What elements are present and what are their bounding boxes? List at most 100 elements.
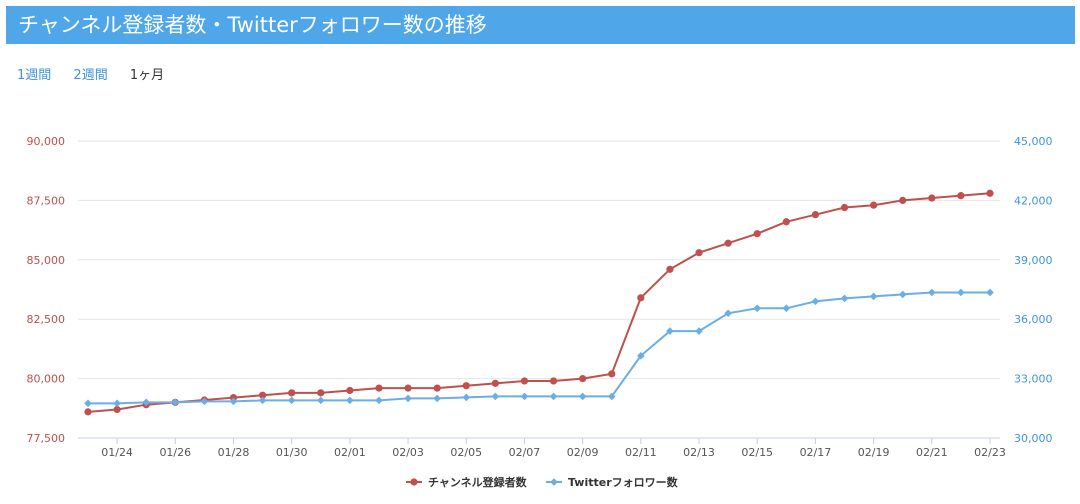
series-1-point: [549, 377, 558, 385]
series-2-point: [258, 396, 267, 405]
series-1-point: [317, 389, 325, 397]
series-2-point: [957, 288, 965, 297]
series-2-point: [491, 392, 500, 401]
series-2-point: [113, 399, 121, 408]
series-1-point: [666, 265, 674, 273]
x-tick-label: 02/05: [450, 446, 482, 459]
series-line-1: [87, 192, 991, 413]
x-tick-label: 01/26: [159, 446, 191, 459]
y-right-tick-label: 42,000: [1014, 194, 1053, 207]
series-1-point: [491, 379, 499, 387]
y-right-tick-label: 45,000: [1014, 135, 1053, 148]
series-2-point: [928, 288, 936, 297]
x-tick-label: 02/21: [916, 446, 948, 459]
x-tick-label: 01/28: [218, 446, 250, 459]
series-1-point: [462, 382, 470, 390]
series-2-point: [578, 392, 587, 401]
chart-header: チャンネル登録者数・Twitterフォロワー数の推移: [6, 6, 1075, 44]
series-1-point: [899, 196, 907, 204]
x-tick-label: 02/01: [334, 446, 366, 459]
series-1-point: [753, 230, 761, 238]
series-2-point: [811, 297, 820, 306]
y-left-tick-label: 90,000: [27, 135, 66, 148]
series-2-point: [287, 396, 296, 405]
x-tick-label: 02/23: [974, 446, 1006, 459]
series-2-point: [316, 396, 325, 405]
legend-label-2: Twitterフォロワー数: [568, 475, 679, 489]
series-2-point: [462, 393, 471, 402]
series-1-point: [637, 294, 645, 302]
tab-1-week[interactable]: 1週間: [17, 68, 52, 83]
series-2-point: [782, 304, 791, 313]
series-1-point: [608, 370, 616, 378]
x-tick-label: 02/07: [509, 446, 541, 459]
series-1-point: [113, 405, 121, 414]
x-tick-label: 01/24: [101, 446, 133, 459]
x-tick-label: 02/13: [683, 446, 715, 459]
series-2-point: [840, 294, 849, 303]
x-tick-label: 02/19: [858, 446, 890, 459]
y-right-tick-label: 39,000: [1014, 254, 1053, 267]
y-left-tick-label: 85,000: [27, 254, 66, 267]
series-2-point: [142, 398, 150, 407]
tab-1-month[interactable]: 1ヶ月: [129, 68, 165, 83]
series-2-point: [549, 392, 558, 401]
series-1-point: [84, 408, 92, 416]
series-2-point: [753, 304, 762, 313]
legend-label-1: チャンネル登録者数: [428, 475, 528, 489]
y-left-tick-label: 77,500: [27, 432, 66, 445]
series-1-point: [579, 375, 587, 383]
series-1-point: [288, 389, 296, 397]
x-tick-label: 02/11: [625, 446, 657, 459]
legend-marker-1: [410, 478, 418, 486]
series-1-point: [928, 194, 936, 202]
x-tick-label: 02/03: [392, 446, 424, 459]
series-1-point: [346, 386, 354, 395]
series-1-point: [404, 384, 412, 392]
x-tick-label: 02/15: [741, 446, 773, 459]
series-1-point: [375, 384, 383, 392]
x-tick-label: 02/09: [567, 446, 599, 459]
series-1-point: [840, 203, 849, 212]
series-1-point: [986, 189, 994, 197]
series-2-point: [637, 352, 645, 360]
y-right-tick-label: 33,000: [1014, 373, 1053, 386]
range-tabs: 1週間 2週間 1ヶ月: [17, 64, 182, 83]
legend-marker-2: [550, 478, 558, 486]
series-1-point: [724, 239, 732, 247]
series-2-point: [898, 290, 907, 299]
series-line-2: [88, 291, 990, 405]
page-title: チャンネル登録者数・Twitterフォロワー数の推移: [18, 13, 487, 37]
series-2-point: [869, 292, 878, 301]
series-2-point: [346, 396, 354, 405]
series-1-point: [782, 218, 790, 226]
series-2-point: [986, 288, 994, 297]
x-tick-label: 01/30: [276, 446, 308, 459]
y-right-tick-label: 30,000: [1014, 432, 1053, 445]
series-2-point: [666, 327, 674, 335]
series-2-point: [695, 327, 703, 335]
series-1-point: [695, 249, 703, 257]
series-2-point: [433, 394, 441, 403]
x-tick-label: 02/17: [800, 446, 832, 459]
y-right-tick-label: 36,000: [1014, 313, 1053, 326]
series-1-point: [870, 201, 878, 209]
series-2-point: [724, 309, 732, 318]
series-2-point: [607, 392, 616, 401]
y-left-tick-label: 82,500: [27, 313, 66, 326]
y-left-tick-label: 80,000: [27, 373, 66, 386]
series-2-point: [229, 397, 238, 406]
series-1-point: [433, 384, 441, 392]
series-1-point: [258, 391, 267, 399]
series-2-point: [404, 394, 412, 403]
series-2-point: [84, 399, 92, 408]
series-2-point: [375, 396, 383, 405]
tab-2-weeks[interactable]: 2週間: [73, 68, 108, 83]
y-left-tick-label: 87,500: [27, 194, 66, 207]
series-2-point: [520, 392, 529, 401]
series-2-point: [171, 398, 180, 407]
series-2-point: [200, 397, 209, 406]
series-1-point: [957, 192, 965, 200]
series-1-point: [811, 211, 820, 219]
